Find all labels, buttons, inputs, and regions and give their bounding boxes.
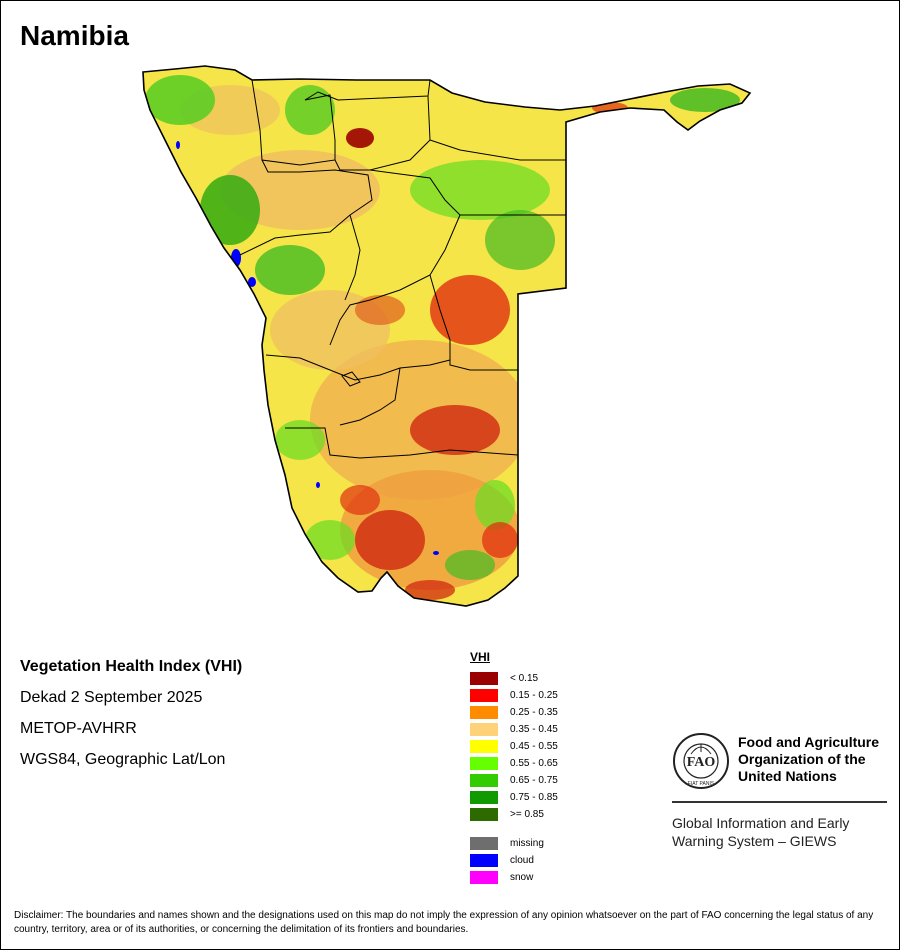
fao-name: Food and Agriculture Organization of the… (738, 734, 898, 785)
vhi-patch (285, 85, 335, 135)
legend-row: < 0.15 (470, 670, 558, 687)
legend-label: 0.45 - 0.55 (510, 741, 558, 752)
vhi-patch (340, 485, 380, 515)
region-boundary (344, 214, 361, 301)
vhi-patch (346, 128, 374, 148)
region-boundary (429, 139, 566, 161)
vhi-patch (475, 480, 515, 530)
giews-label: Global Information and Early Warning Sys… (672, 814, 892, 850)
divider (672, 801, 887, 803)
vhi-patch (305, 520, 355, 560)
legend-row: 0.35 - 0.45 (470, 721, 558, 738)
vhi-patch (405, 580, 455, 600)
cloud-patch (433, 551, 439, 555)
vhi-patch (410, 405, 500, 455)
vhi-patch (200, 175, 260, 245)
legend-label: 0.55 - 0.65 (510, 758, 558, 769)
region-boundary (334, 95, 431, 171)
region-boundary (341, 371, 361, 387)
legend-row: 0.45 - 0.55 (470, 738, 558, 755)
region-boundary (265, 354, 451, 381)
legend-row: 0.55 - 0.65 (470, 755, 558, 772)
disclaimer: Disclaimer: The boundaries and names sho… (14, 910, 874, 935)
legend-label: cloud (510, 855, 534, 866)
vhi-patch (275, 420, 325, 460)
legend-row: snow (470, 869, 558, 886)
vhi-patch (355, 510, 425, 570)
vhi-patch (410, 160, 550, 220)
vhi-patch (482, 522, 518, 558)
legend-row: cloud (470, 852, 558, 869)
legend-swatch (470, 757, 498, 770)
sensor-label: METOP-AVHRR (20, 720, 137, 737)
legend-swatch (470, 723, 498, 736)
fao-logo-icon: FAO FIAT PANIS (673, 733, 729, 789)
vhi-patch (255, 245, 325, 295)
giews-line: Warning System – GIEWS (672, 833, 837, 849)
legend-label: 0.25 - 0.35 (510, 707, 558, 718)
region-boundary (339, 367, 401, 426)
vhi-map (142, 65, 751, 607)
fao-name-line: Organization of the (738, 751, 866, 767)
index-name: Vegetation Health Index (VHI) (20, 658, 243, 675)
legend-label: >= 0.85 (510, 809, 544, 820)
legend-title: VHI (470, 650, 491, 664)
legend-other: missing cloud snow (470, 835, 558, 886)
region-boundary (285, 427, 519, 459)
legend-label: < 0.15 (510, 673, 539, 684)
legend-row: 0.15 - 0.25 (470, 687, 558, 704)
vhi-patch (355, 295, 405, 325)
vhi-patch (445, 550, 495, 580)
legend-swatch (470, 871, 498, 884)
legend-swatch (470, 706, 498, 719)
giews-line: Global Information and Early (672, 815, 850, 831)
region-boundary (251, 79, 336, 166)
region-boundary (329, 214, 461, 346)
legend-row: 0.75 - 0.85 (470, 789, 558, 806)
legend-label: 0.75 - 0.85 (510, 792, 558, 803)
vhi-patch (145, 75, 215, 125)
map-info: Vegetation Health Index (VHI) Dekad 2 Se… (20, 658, 242, 782)
legend-row: 0.25 - 0.35 (470, 704, 558, 721)
legend: VHI < 0.15 0.15 - 0.25 0.25 - 0.35 0.35 - 0… (470, 650, 558, 886)
legend-swatch (470, 791, 498, 804)
legend-label: snow (510, 872, 534, 883)
legend-swatch (470, 837, 498, 850)
legend-swatch (470, 740, 498, 753)
legend-swatch (470, 774, 498, 787)
legend-swatch (470, 808, 498, 821)
legend-row: missing (470, 835, 558, 852)
projection-label: WGS84, Geographic Lat/Lon (20, 751, 226, 768)
cloud-patch (248, 277, 256, 287)
legend-swatch (470, 672, 498, 685)
legend-label: 0.35 - 0.45 (510, 724, 558, 735)
vhi-patch (430, 275, 510, 345)
legend-row: >= 0.85 (470, 806, 558, 823)
region-boundaries (239, 79, 566, 459)
vhi-patch (670, 88, 740, 112)
legend-swatch (470, 854, 498, 867)
region-boundary (239, 159, 373, 256)
fao-logo-text: FAO (687, 755, 716, 770)
period-label: Dekad 2 September 2025 (20, 689, 203, 706)
fao-logo-motto: FIAT PANIS (688, 781, 715, 787)
legend-label: missing (510, 838, 544, 849)
region-boundary (304, 79, 431, 101)
cloud-patch (176, 141, 180, 149)
fao-name-line: United Nations (738, 768, 837, 784)
map-title: Namibia (20, 20, 129, 51)
legend-label: 0.15 - 0.25 (510, 690, 558, 701)
region-boundary (429, 274, 518, 371)
cloud-patch (316, 482, 320, 488)
vhi-patch (485, 210, 555, 270)
legend-label: 0.65 - 0.75 (510, 775, 558, 786)
fao-branding: FAO FIAT PANIS Food and Agriculture Orga… (672, 732, 887, 849)
legend-row: 0.65 - 0.75 (470, 772, 558, 789)
legend-classes: < 0.15 0.15 - 0.25 0.25 - 0.35 0.35 - 0.45 0… (470, 670, 558, 823)
legend-swatch (470, 689, 498, 702)
region-boundary (369, 169, 566, 216)
fao-name-line: Food and Agriculture (738, 734, 880, 750)
